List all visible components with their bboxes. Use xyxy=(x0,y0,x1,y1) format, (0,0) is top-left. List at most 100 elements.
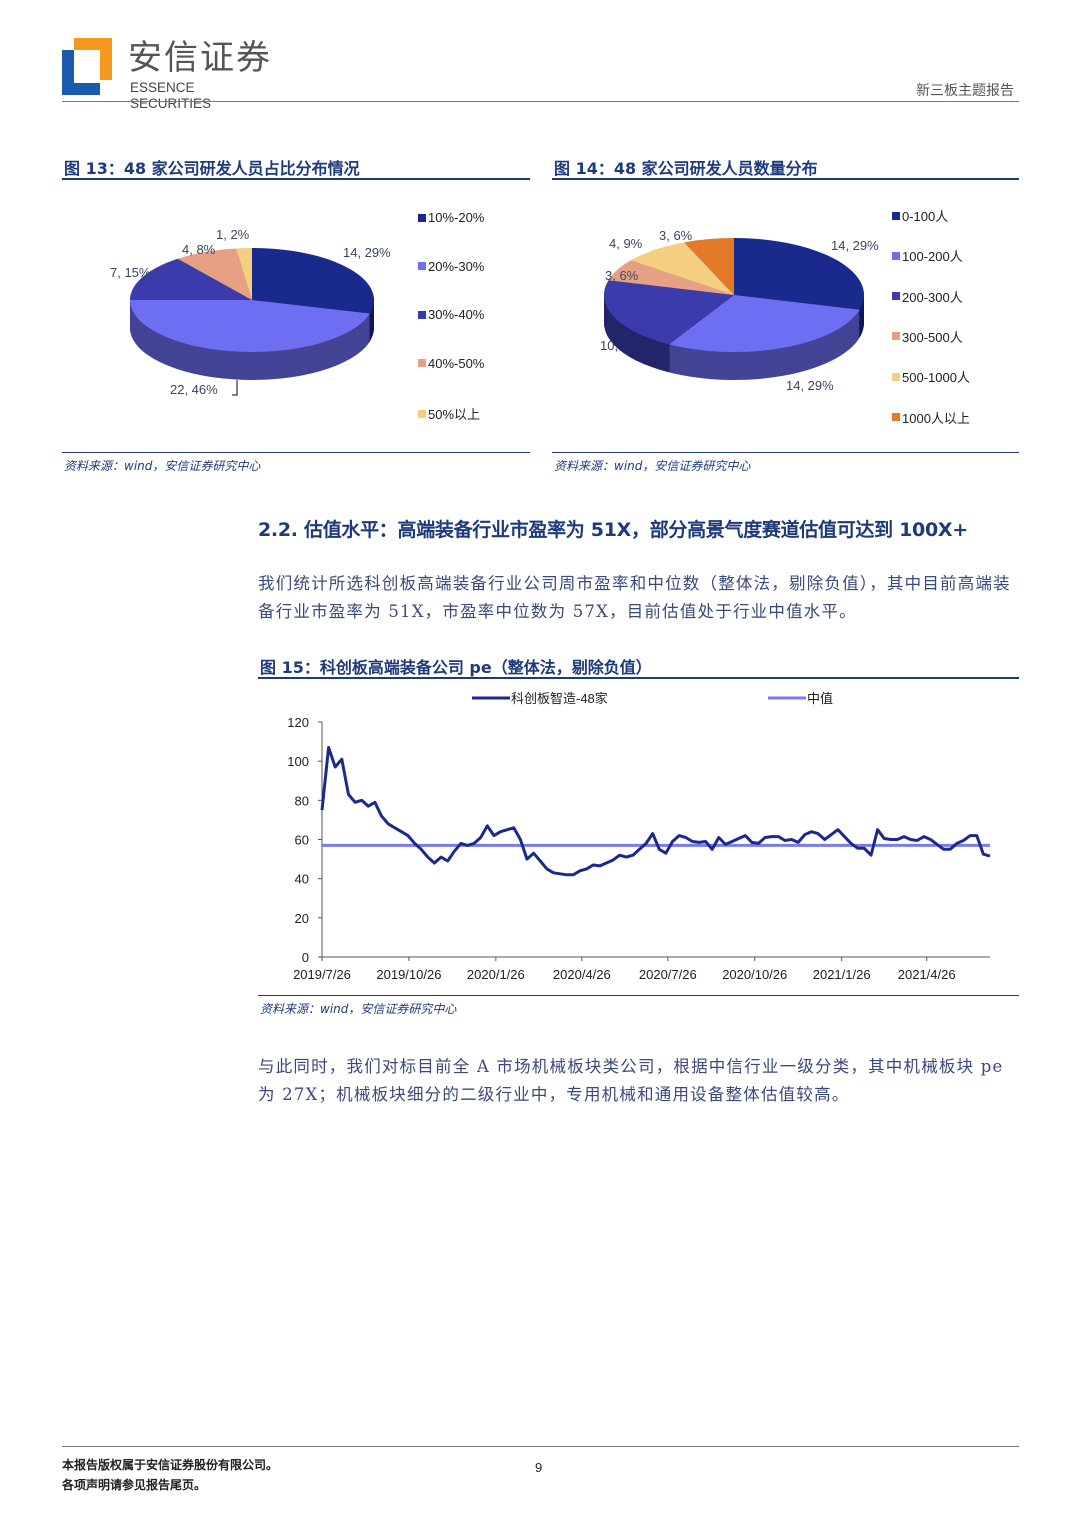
fig13-pie-chart xyxy=(130,248,375,396)
pie-data-label: 14, 29% xyxy=(786,378,834,393)
legend-label: 20%-30% xyxy=(428,258,485,274)
y-tick-label: 120 xyxy=(287,715,309,730)
x-tick-label: 2020/1/26 xyxy=(467,967,525,982)
x-tick-label: 2019/7/26 xyxy=(293,967,351,982)
legend-label-median: 中值 xyxy=(807,691,833,706)
fig13-title-rule xyxy=(62,178,530,180)
pie-slice-0-100人 xyxy=(734,238,864,310)
legend-item: 40%-50% xyxy=(418,356,484,371)
legend-label: 1000人以上 xyxy=(902,410,970,426)
pie-data-label: 22, 46% xyxy=(170,382,218,397)
pie-data-label: 14, 29% xyxy=(343,245,391,260)
pie-data-label: 3, 6% xyxy=(605,268,639,283)
logo-blue-base xyxy=(62,83,100,95)
pie-data-label: 4, 9% xyxy=(609,236,643,251)
series-line-pe xyxy=(320,746,991,877)
legend-item: 1000人以上 xyxy=(892,408,970,427)
report-type: 新三板主题报告 xyxy=(916,83,1014,99)
pie-slice-50%以上 xyxy=(236,248,252,300)
x-tick-label: 2020/7/26 xyxy=(639,967,697,982)
logo-mark-icon xyxy=(62,38,112,95)
y-tick-label: 60 xyxy=(295,833,309,848)
legend-swatch xyxy=(418,262,426,270)
y-tick-label: 20 xyxy=(295,911,309,926)
pie-data-label: 10, 21% xyxy=(600,338,620,353)
legend-swatch xyxy=(892,251,900,260)
pie-slice-300-500人 xyxy=(608,260,734,295)
pie-slice-40%-50% xyxy=(177,248,252,300)
legend-item: 100-200人 xyxy=(892,246,963,265)
legend-item: 50%以上 xyxy=(418,404,480,423)
x-tick-label: 2020/4/26 xyxy=(553,967,611,982)
logo-cn: 安信证券 xyxy=(128,38,272,78)
fig13-source: 资料来源：wind，安信证券研究中心 xyxy=(64,459,261,473)
fig14-source: 资料来源：wind，安信证券研究中心 xyxy=(554,459,751,473)
legend-item: 300-500人 xyxy=(892,327,963,346)
legend-label: 200-300人 xyxy=(902,289,963,305)
y-tick-label: 40 xyxy=(295,872,309,887)
y-tick-label: 100 xyxy=(287,754,309,769)
logo: 安信证券 ESSENCE SECURITIES xyxy=(60,38,275,111)
legend-label: 0-100人 xyxy=(902,209,949,224)
pie-data-label: 7, 15% xyxy=(110,265,151,280)
paragraph-2: 与此同时，我们对标目前全 A 市场机械板块类公司，根据中信行业一级分类，其中机械… xyxy=(258,1057,1004,1104)
paragraph-1: 我们统计所选科创板高端装备行业公司周市盈率和中位数（整体法，剔除负值），其中目前… xyxy=(258,574,1011,621)
fig13-title: 图 13：48 家公司研发人员占比分布情况 xyxy=(64,159,360,178)
x-tick-label: 2019/10/26 xyxy=(376,967,441,982)
legend-item: 10%-20% xyxy=(418,210,484,225)
page-number: 9 xyxy=(535,1460,543,1475)
fig13-bottom-rule xyxy=(62,452,530,453)
fig15-title-rule xyxy=(258,677,1019,679)
legend-swatch xyxy=(892,413,900,421)
header-divider xyxy=(62,101,1019,102)
y-tick-label: 0 xyxy=(302,950,309,965)
footer-disclaimer: 各项声明请参见报告尾页。 xyxy=(62,1478,207,1492)
legend-swatch xyxy=(892,211,900,220)
legend-label: 500-1000人 xyxy=(902,370,970,386)
y-tick-label: 80 xyxy=(295,793,309,808)
x-tick-label: 2021/1/26 xyxy=(813,967,871,982)
legend-swatch xyxy=(418,409,426,418)
legend-swatch xyxy=(892,332,900,341)
pie-slice-1000人以上 xyxy=(684,238,734,295)
legend-label: 100-200人 xyxy=(902,249,963,265)
legend-label: 30%-40% xyxy=(428,307,485,322)
legend-item: 200-300人 xyxy=(892,287,963,306)
fig14-title-rule xyxy=(552,178,1019,180)
x-tick-label: 2021/4/26 xyxy=(898,967,956,982)
legend-item: 20%-30% xyxy=(418,259,484,274)
legend-label: 300-500人 xyxy=(902,329,963,345)
pie-slice-500-1000人 xyxy=(630,242,734,295)
footer-copyright: 本报告版权属于安信证券股份有限公司。 xyxy=(62,1458,279,1472)
fig15-line-chart: 0 20 40 60 80 100 120 2019/7/26 2019/10/26 2020/1… xyxy=(287,691,991,982)
pie-data-label: 3, 6% xyxy=(659,228,693,243)
pie-data-label: 1, 2% xyxy=(216,227,250,242)
legend-label: 10%-20% xyxy=(428,210,485,225)
footer-divider xyxy=(62,1446,1019,1447)
legend-label-series: 科创板智造-48家 xyxy=(511,691,608,706)
pie-slice-30%-40% xyxy=(130,258,252,300)
logo-white-inner xyxy=(74,50,100,80)
pie-slice-10%-20% xyxy=(252,248,374,314)
legend-label: 50%以上 xyxy=(428,407,481,422)
fig15-source: 资料来源：wind，安信证券研究中心 xyxy=(260,1002,457,1016)
legend-swatch xyxy=(418,359,426,367)
logo-en: ESSENCE SECURITIES xyxy=(130,80,212,111)
fig14-title: 图 14：48 家公司研发人员数量分布 xyxy=(554,159,818,178)
legend-swatch xyxy=(892,292,900,301)
x-tick-label: 2020/10/26 xyxy=(722,967,787,982)
pie-data-label: 14, 29% xyxy=(831,238,879,253)
section-heading: 2.2. 估值水平：高端装备行业市盈率为 51X，部分高景气度赛道估值可达到 1… xyxy=(258,519,968,541)
legend-item: 30%-40% xyxy=(418,307,484,322)
pie-slice-200-300人 xyxy=(604,280,734,345)
leader-line xyxy=(232,380,238,396)
pie-slice-100-200人 xyxy=(669,295,860,352)
pie-data-label: 4, 8% xyxy=(182,242,216,257)
legend-item: 500-1000人 xyxy=(892,367,970,386)
legend-swatch xyxy=(418,310,426,319)
pie-slice-20%-30% xyxy=(130,300,370,352)
legend-item: 0-100人 xyxy=(892,206,948,225)
fig15-bottom-rule xyxy=(258,995,1019,996)
legend-swatch xyxy=(418,213,426,222)
legend-swatch xyxy=(892,372,900,381)
